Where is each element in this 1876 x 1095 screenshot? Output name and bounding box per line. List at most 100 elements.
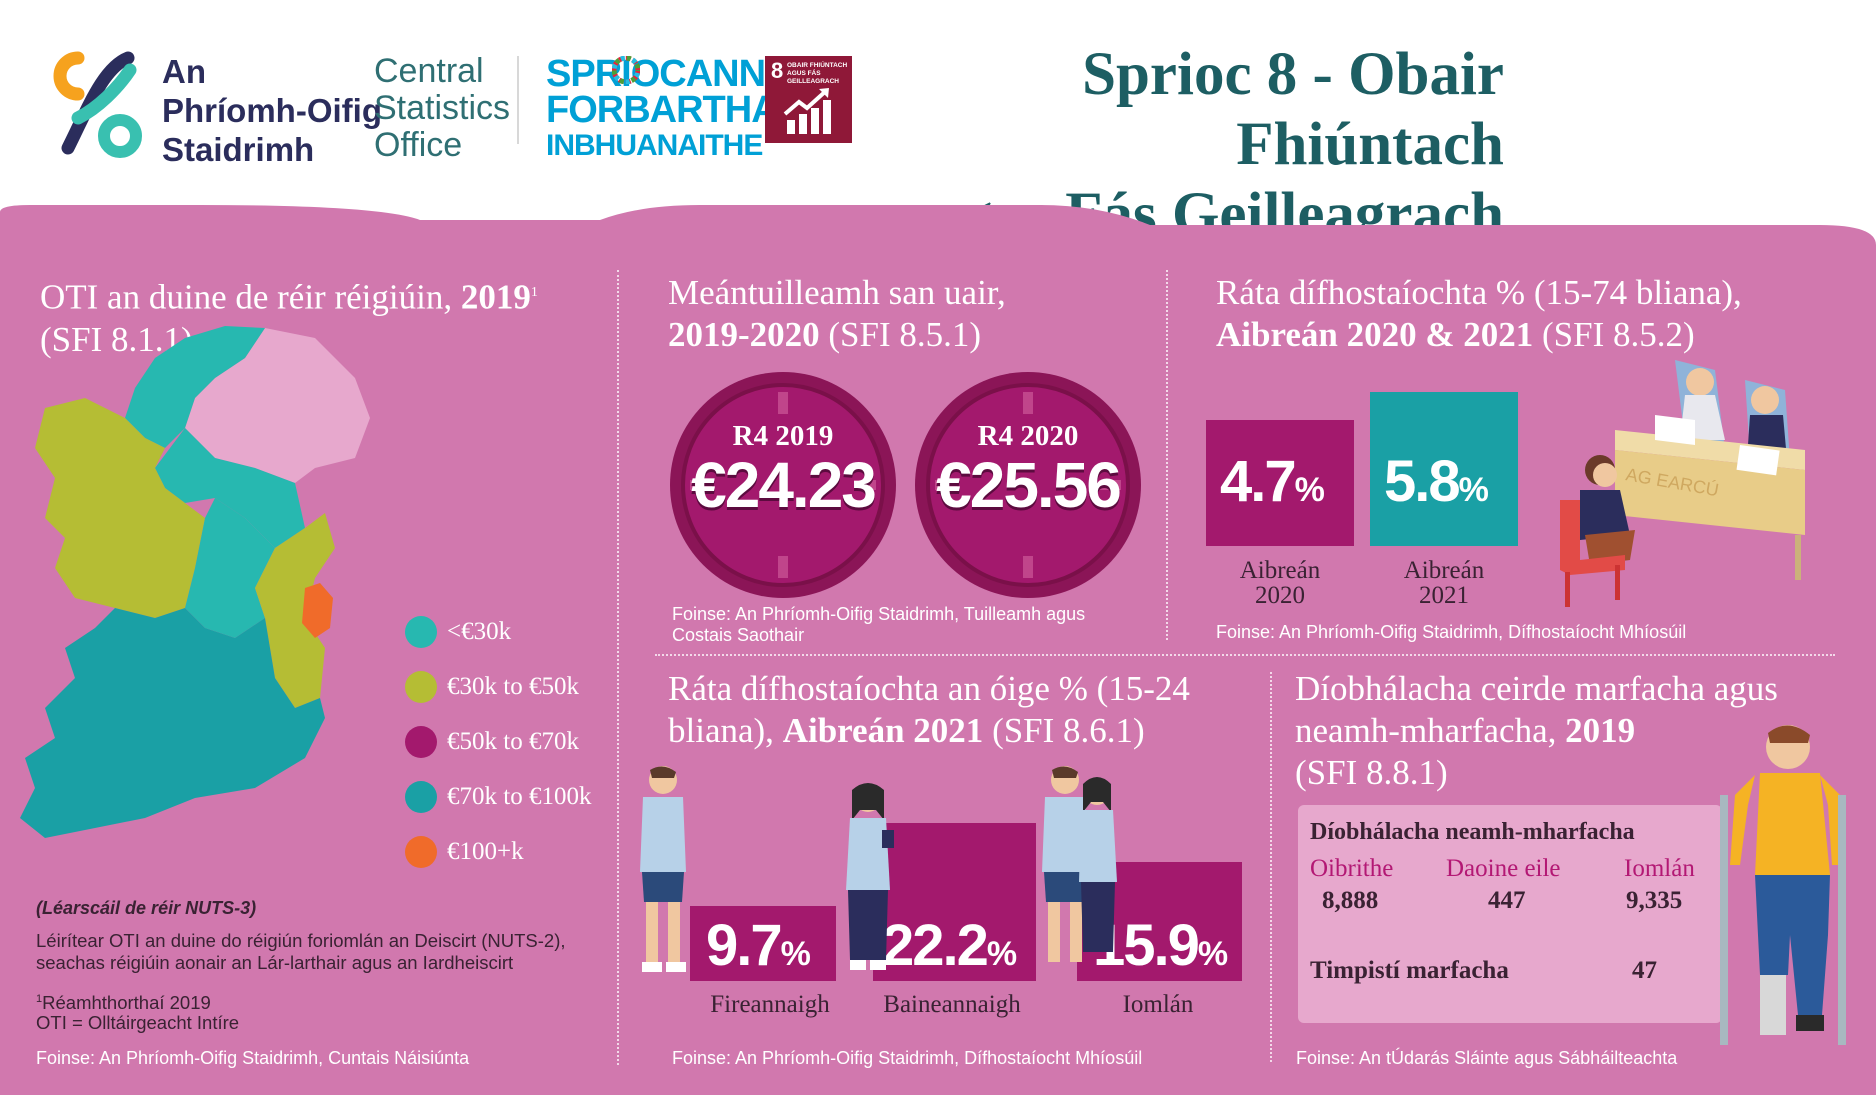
- legend-label: €50k to €70k: [447, 727, 579, 755]
- injury-title-code: (SFI 8.8.1): [1295, 753, 1448, 792]
- goal-badge: 8 OBAIR FHIÚNTACH AGUS FÁS GEILLEAGRACH: [765, 56, 852, 143]
- male-person-icon: [640, 766, 686, 972]
- map-abbrev: OTI = Olltáirgeacht Intíre: [36, 1012, 240, 1033]
- legend-item: €100+k: [405, 824, 591, 879]
- growth-chart-icon: [783, 88, 831, 134]
- legend-item: €70k to €100k: [405, 769, 591, 824]
- map-source: Foinse: An Phríomh-Oifig Staidrimh, Cunt…: [36, 1048, 470, 1068]
- legend-item: <€30k: [405, 604, 591, 659]
- earnings-source-line: Costais Saothair: [672, 625, 805, 645]
- earnings-source: Foinse: An Phríomh-Oifig Staidrimh, Tuil…: [672, 604, 1152, 646]
- couple-person-icon: [1042, 766, 1117, 962]
- legend-color-swatch: [405, 670, 437, 703]
- sdg-line: SPRIOCANNA: [546, 53, 792, 95]
- unemployment-value: 5.8%: [1384, 448, 1489, 515]
- clock-label: R4 2020: [977, 420, 1079, 452]
- header: An Phríomh-Oifig Staidrimh Central Stati…: [0, 0, 1876, 248]
- cso-irish-line: Staidrimh: [162, 131, 315, 168]
- youth-title-text: Ráta dífhostaíochta an óige % (15-24: [668, 669, 1190, 708]
- clock-value: €25.56: [936, 449, 1122, 521]
- unemployment-box-2021: 5.8%: [1370, 392, 1518, 546]
- goal-badge-text: OBAIR FHIÚNTACH AGUS FÁS GEILLEAGRACH: [787, 62, 848, 85]
- earnings-title: Meántuilleamh san uair, 2019-2020 (SFI 8…: [668, 272, 1148, 356]
- clock-value: €24.23: [691, 449, 877, 521]
- caption-line: 2021: [1419, 582, 1469, 609]
- cso-logo-icon: [53, 51, 142, 158]
- earnings-title-bold: 2019-2020: [668, 315, 820, 354]
- unemployment-title-bold: Aibreán 2020 & 2021: [1216, 315, 1534, 354]
- map-region-dublin: [302, 583, 333, 638]
- injury-col-header: Iomlán: [1624, 855, 1695, 882]
- legend-color-swatch: [405, 725, 437, 758]
- youth-value: 9.7%: [706, 912, 811, 979]
- female-person-icon: [846, 783, 894, 970]
- unemployment-title: Ráta dífhostaíochta % (15-74 bliana), Ai…: [1216, 272, 1856, 356]
- injury-col-header: Daoine eile: [1446, 855, 1561, 882]
- cso-english-line: Statistics: [374, 89, 511, 127]
- map-note: (Léarscáil de réir NUTS-3): [36, 898, 257, 918]
- youth-value: 22.2%: [882, 912, 1017, 979]
- cso-english-line: Central: [374, 52, 484, 90]
- fatal-label: Timpistí marfacha: [1310, 957, 1509, 984]
- injury-value: 9,335: [1626, 887, 1683, 914]
- sdg-logo: SPRIOCANNA FORBARTHA INBHUANAITHE: [546, 53, 792, 164]
- recruitment-desk-illustration: AG EARCÚ: [1560, 360, 1805, 607]
- divider-vertical: [1166, 270, 1168, 640]
- youth-bar-female: [873, 823, 1036, 981]
- injury-title-bold: 2019: [1565, 711, 1636, 750]
- legend-label: €30k to €50k: [447, 672, 579, 700]
- map-region-midlands: [185, 498, 275, 638]
- ireland-map: [20, 326, 370, 838]
- explanation-line: seachas réigiúin aonair an Lár-larthair …: [36, 952, 514, 973]
- unemployment-source: Foinse: An Phríomh-Oifig Staidrimh, Dífh…: [1216, 622, 1687, 642]
- map-region-border-south: [155, 428, 305, 548]
- fatal-value: 47: [1632, 957, 1657, 984]
- value-unit: %: [1294, 471, 1325, 509]
- youth-source: Foinse: An Phríomh-Oifig Staidrimh, Dífh…: [672, 1048, 1143, 1068]
- legend-label: €70k to €100k: [447, 782, 592, 810]
- injury-title-text: neamh-mharfacha,: [1295, 711, 1557, 750]
- sdg-line: INBHUANAITHE: [546, 129, 763, 162]
- divider-vertical: [617, 270, 619, 1065]
- legend-label: €100+k: [447, 837, 524, 865]
- value-unit: %: [986, 935, 1018, 973]
- map-region-west: [35, 398, 205, 618]
- injury-title-text: Díobhálacha ceirde marfacha agus: [1295, 669, 1778, 708]
- caption-line: 2020: [1255, 582, 1305, 609]
- title-line: Sprioc 8 - Obair Fhiúntach: [1082, 41, 1504, 178]
- value-unit: %: [1458, 471, 1489, 509]
- youth-label: Iomlán: [1122, 991, 1194, 1018]
- injury-source: Foinse: An tÚdarás Sláinte agus Sábháilt…: [1296, 1048, 1678, 1068]
- map-title-sup: 1: [530, 285, 538, 300]
- cso-irish-line: Phríomh-Oifig: [162, 92, 382, 129]
- legend-color-swatch: [405, 835, 437, 868]
- unemployment-caption: Aibreán 2020: [1206, 558, 1354, 608]
- map-legend: <€30k €30k to €50k €50k to €70k €70k to €10…: [405, 604, 591, 879]
- footnote-sup: 1: [36, 993, 43, 1005]
- cso-english-line: Office: [374, 126, 463, 164]
- map-region-south: [20, 608, 325, 838]
- clock-icon: [915, 372, 1141, 598]
- unemployment-title-text: Ráta dífhostaíochta % (15-74 bliana),: [1216, 273, 1742, 312]
- explanation-line: Léirítear OTI an duine do réigiún foriom…: [36, 930, 566, 951]
- map-footnote: 1Réamhthorthaí 2019: [36, 988, 211, 1014]
- map-explanation: Léirítear OTI an duine do réigiún foriom…: [36, 930, 616, 974]
- value-unit: %: [780, 935, 811, 973]
- divider: [517, 56, 519, 144]
- map-panel-title: OTI an duine de réir réigiúin, 20191 (SF…: [40, 272, 610, 361]
- goal-number: 8: [771, 58, 784, 83]
- injured-person-icon: [1720, 725, 1846, 1045]
- cso-irish-line: An: [162, 53, 206, 90]
- injury-table: Díobhálacha neamh-mharfacha Oibrithe Dao…: [1298, 805, 1722, 1023]
- earnings-source-line: Foinse: An Phríomh-Oifig Staidrimh, Tuil…: [672, 604, 1086, 624]
- map-title-year: 2019: [460, 277, 531, 317]
- youth-title-code: (SFI 8.6.1): [992, 711, 1145, 750]
- map-region-mid-east: [255, 513, 335, 708]
- injury-value: 447: [1488, 887, 1526, 914]
- legend-color-swatch: [405, 780, 437, 813]
- caption-line: Aibreán: [1403, 557, 1485, 584]
- youth-title-bold: Aibreán 2021: [782, 711, 984, 750]
- value-number: 4.7: [1220, 449, 1297, 514]
- injury-table-title: Díobhálacha neamh-mharfacha: [1310, 819, 1635, 845]
- sdg-wheel-icon: [612, 56, 640, 84]
